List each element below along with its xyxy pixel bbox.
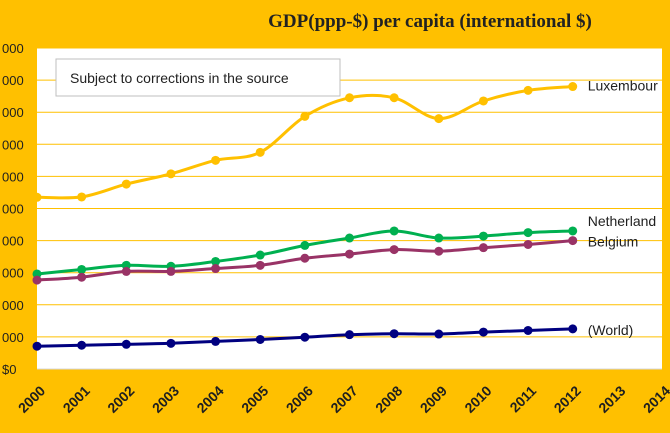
data-point	[300, 111, 310, 121]
data-point	[523, 85, 533, 95]
data-point	[32, 192, 42, 202]
data-point	[121, 266, 131, 276]
data-point	[345, 330, 354, 340]
data-point	[434, 329, 444, 339]
y-tick-label: $0	[2, 362, 16, 377]
series-labels: Luxembour Netherland Belgium (World)	[588, 78, 658, 338]
data-series	[32, 82, 578, 351]
series-netherlands	[32, 226, 578, 279]
data-point	[32, 341, 42, 351]
data-point	[568, 226, 578, 236]
y-tick-label: 000	[2, 73, 24, 88]
data-point	[345, 249, 354, 259]
data-point	[166, 266, 176, 276]
data-point	[389, 93, 399, 103]
data-point	[255, 147, 265, 157]
series-label-world: (World)	[588, 322, 634, 338]
data-point	[255, 250, 265, 260]
y-tick-label: 000	[2, 137, 24, 152]
data-point	[121, 179, 131, 189]
data-point	[300, 332, 310, 342]
y-tick-label: 000	[2, 202, 24, 217]
data-point	[478, 327, 488, 337]
series-luxembourg	[32, 82, 578, 202]
data-point	[77, 264, 87, 274]
data-point	[211, 336, 221, 346]
data-point	[478, 231, 488, 241]
y-tick-label: 000	[2, 41, 24, 56]
data-point	[568, 236, 578, 246]
y-tick-label: 000	[2, 169, 24, 184]
data-point	[345, 233, 354, 243]
data-point	[166, 338, 176, 348]
data-point	[211, 264, 221, 274]
data-point	[345, 93, 354, 103]
y-tick-label: 000	[2, 266, 24, 281]
data-point	[389, 226, 399, 236]
data-point	[523, 239, 533, 249]
series-belgium	[32, 236, 578, 285]
chart-title: GDP(ppp-$) per capita (international $)	[268, 11, 592, 32]
data-point	[255, 334, 265, 344]
data-point	[77, 272, 87, 282]
series-world	[32, 324, 578, 351]
data-point	[523, 228, 533, 238]
data-point	[434, 114, 444, 124]
series-label-belgium: Belgium	[588, 234, 639, 250]
data-point	[255, 260, 265, 270]
data-point	[77, 192, 87, 202]
data-point	[568, 324, 578, 334]
data-point	[568, 82, 578, 92]
data-point	[434, 233, 444, 243]
data-point	[166, 169, 176, 179]
y-tick-label: 000	[2, 234, 24, 249]
data-point	[77, 340, 87, 350]
y-axis-tick-labels: $0 000 000 000 000 000 000 000 000 000 000	[2, 41, 24, 377]
data-point	[523, 325, 533, 335]
data-point	[478, 243, 488, 253]
data-point	[434, 246, 444, 256]
data-point	[32, 275, 42, 285]
series-label-luxembourg: Luxembour	[588, 78, 658, 94]
data-point	[211, 256, 221, 266]
series-label-netherlands: Netherland	[588, 213, 657, 229]
data-point	[121, 339, 131, 349]
data-point	[300, 240, 310, 250]
data-point	[389, 329, 399, 339]
data-point	[389, 245, 399, 255]
y-tick-label: 000	[2, 298, 24, 313]
annotation-box: Subject to corrections in the source	[55, 58, 341, 97]
y-tick-label: 000	[2, 330, 24, 345]
data-point	[300, 253, 310, 263]
annotation-text: Subject to corrections in the source	[70, 70, 289, 86]
data-point	[211, 155, 221, 165]
data-point	[478, 96, 488, 106]
y-tick-label: 000	[2, 105, 24, 120]
